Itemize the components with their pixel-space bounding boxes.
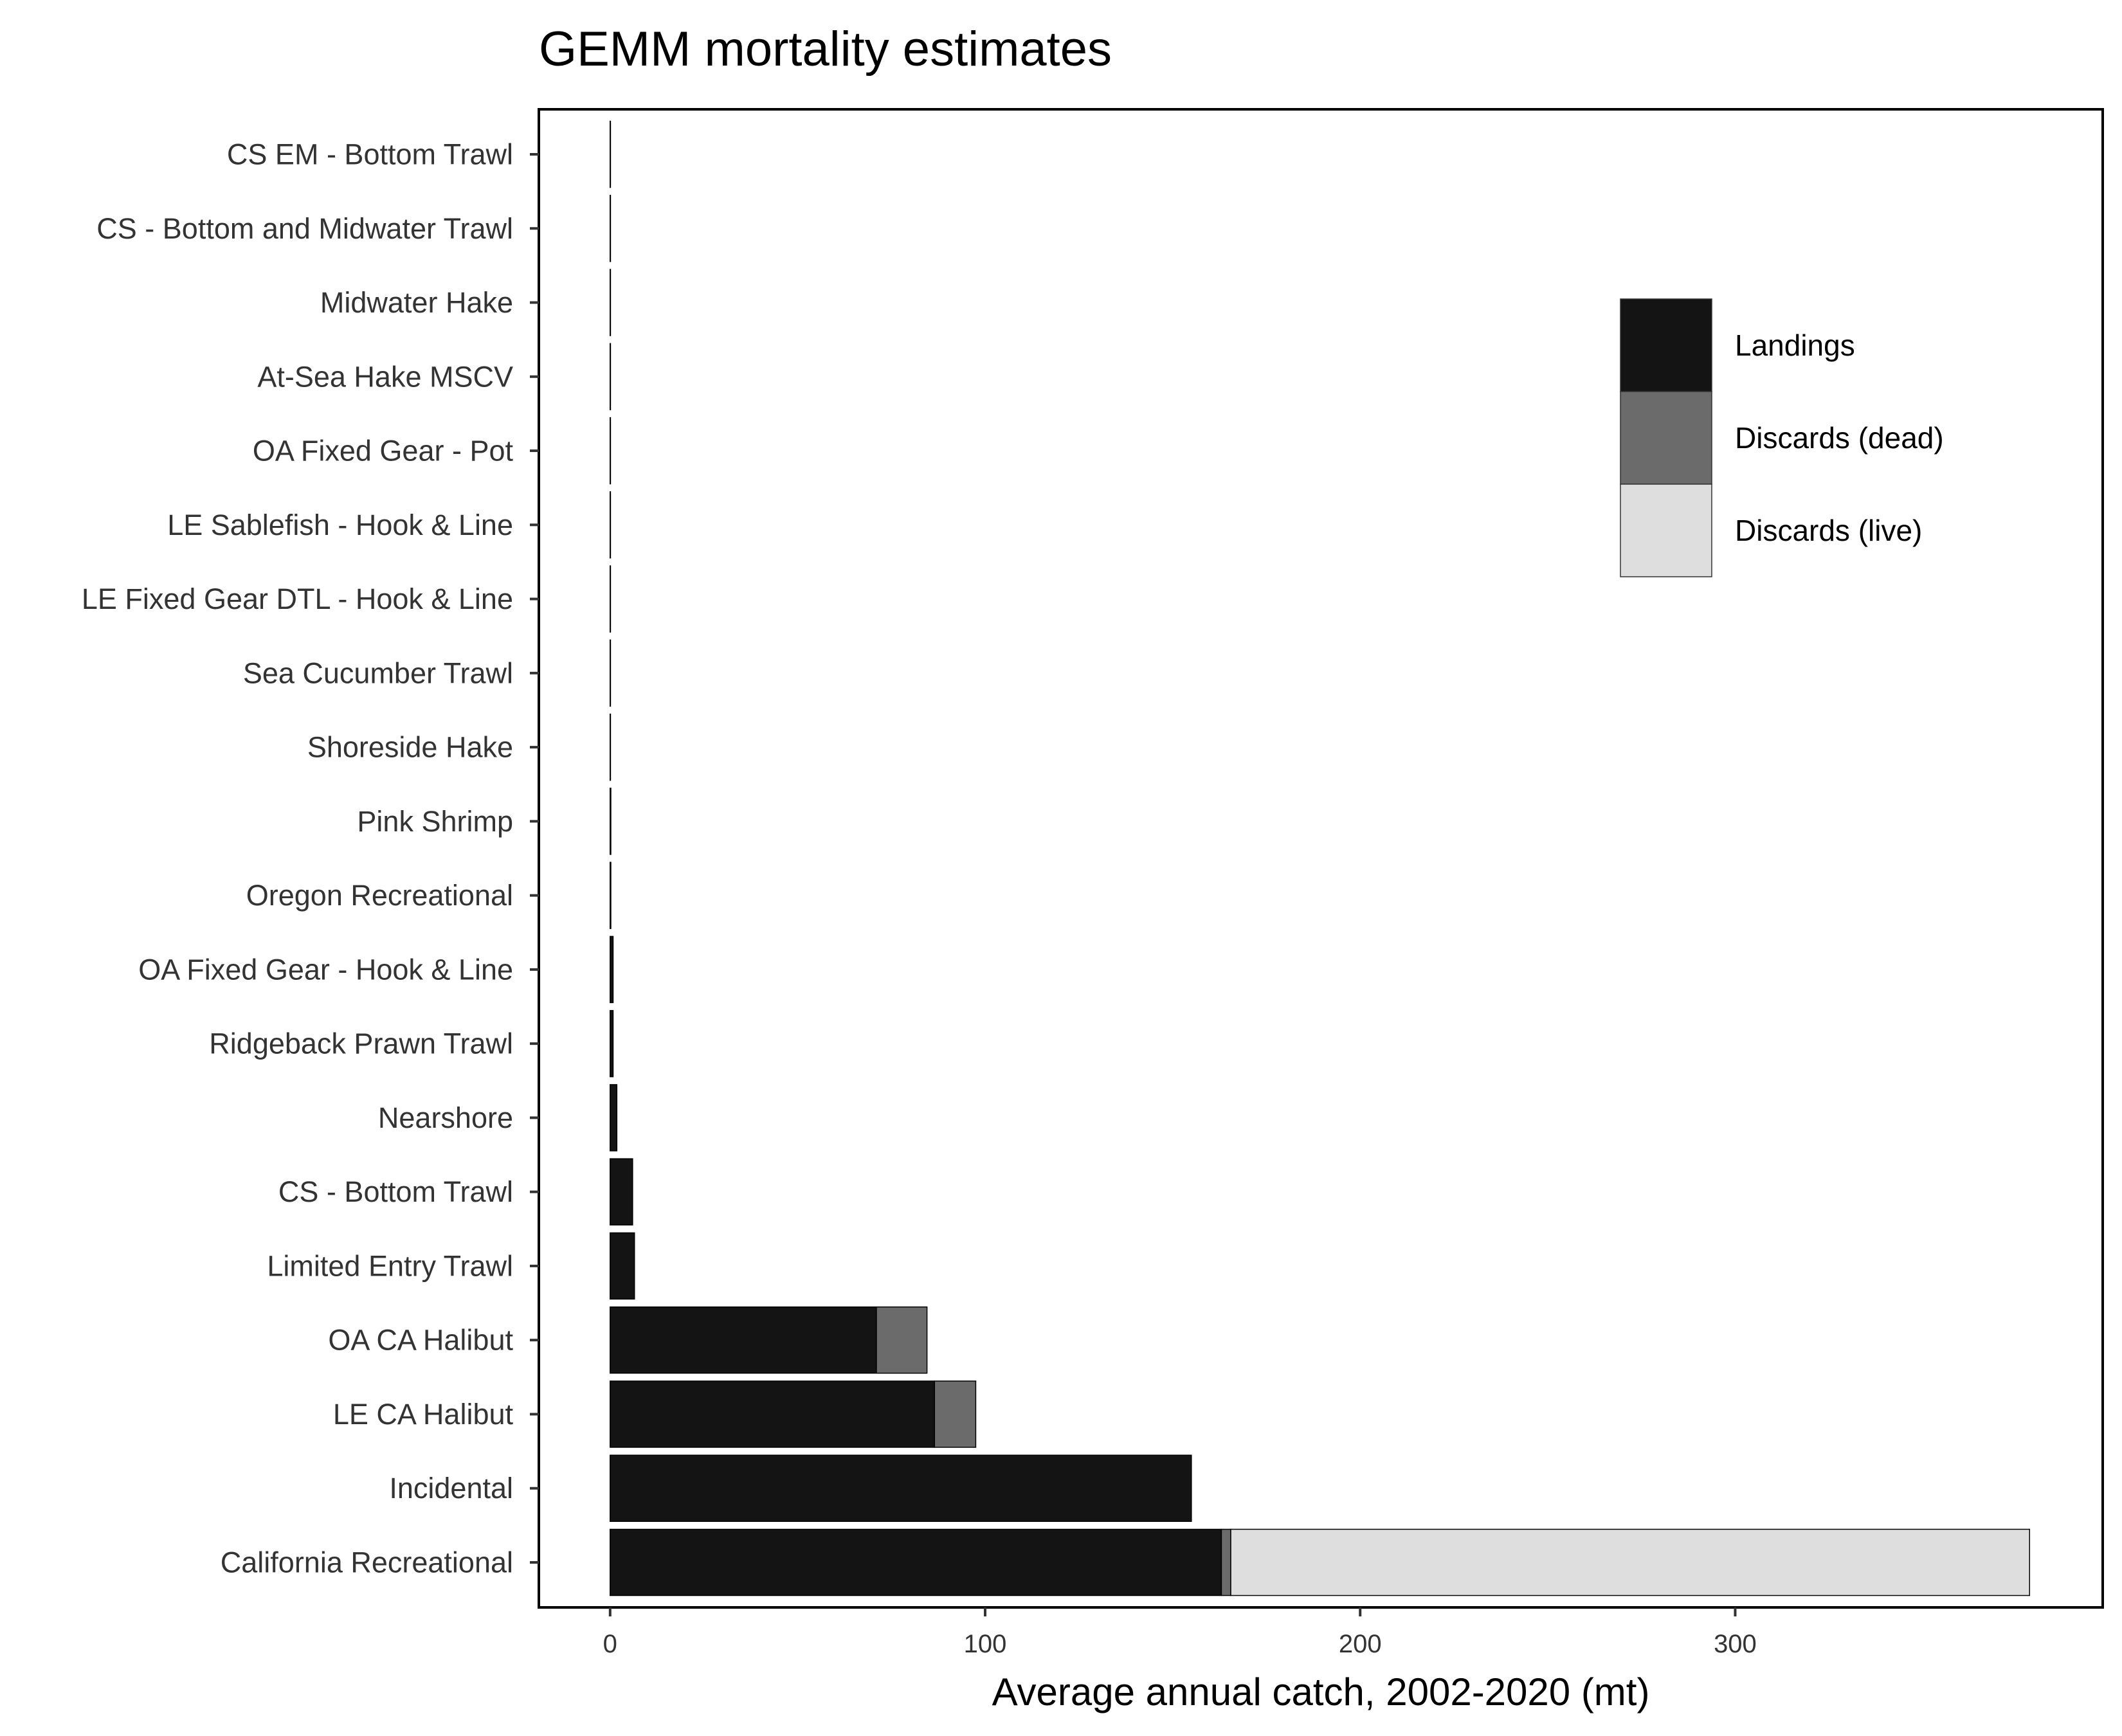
y-axis: CS EM - Bottom Trawl CS - Bottom and Midw… (82, 138, 539, 1578)
legend: Landings Discards (dead) Discards (live) (1620, 298, 1944, 577)
bar-discards-dead-16 (876, 1306, 928, 1374)
y-tick-label: At-Sea Hake MSCV (257, 360, 513, 393)
bar-discards-live-19 (1230, 1528, 2031, 1596)
bar-landings-11 (610, 936, 614, 1004)
bar-landings-3 (610, 343, 612, 411)
x-tick-label: 0 (603, 1630, 617, 1658)
chart-title: GEMM mortality estimates (539, 22, 1112, 77)
y-tick-label: Nearshore (378, 1101, 513, 1134)
bar-landings-4 (610, 417, 612, 485)
bar-discards-dead-17 (934, 1380, 977, 1448)
bar-landings-12 (610, 1009, 614, 1078)
x-tick-label: 200 (1339, 1630, 1382, 1658)
bar-landings-9 (610, 788, 612, 855)
legend-swatch-discards-dead (1620, 391, 1712, 485)
bar-landings-2 (610, 269, 612, 336)
y-tick-label: CS - Bottom Trawl (278, 1175, 513, 1208)
y-tick-label: LE Fixed Gear DTL - Hook & Line (82, 583, 513, 615)
y-tick-label: OA Fixed Gear - Hook & Line (138, 953, 513, 986)
y-tick-label: LE Sablefish - Hook & Line (167, 509, 513, 541)
y-tick-label: Limited Entry Trawl (267, 1249, 513, 1282)
bar-landings-7 (610, 639, 612, 707)
y-tick-label: Ridgeback Prawn Trawl (209, 1027, 513, 1060)
x-tick-label: 300 (1714, 1630, 1757, 1658)
bar-landings-16 (610, 1306, 877, 1374)
bar-landings-14 (610, 1158, 633, 1225)
y-tick-label: California Recreational (221, 1546, 513, 1578)
legend-label: Discards (live) (1735, 514, 1922, 547)
bar-landings-19 (610, 1528, 1222, 1596)
y-tick-label: LE CA Halibut (333, 1398, 514, 1431)
y-tick-label: Shoreside Hake (307, 731, 513, 764)
plot-frame (538, 108, 2104, 1609)
y-tick-label: CS EM - Bottom Trawl (227, 138, 513, 171)
y-tick-label: Pink Shrimp (357, 805, 513, 838)
x-axis-title: Average annual catch, 2002-2020 (mt) (992, 1670, 1650, 1713)
legend-label: Landings (1735, 329, 1855, 362)
y-tick-label: Sea Cucumber Trawl (243, 656, 513, 689)
y-tick-label: Oregon Recreational (246, 879, 513, 912)
x-axis: 0 100 200 300 (603, 1607, 1757, 1658)
bar-landings-0 (610, 120, 612, 188)
x-tick-label: 100 (964, 1630, 1007, 1658)
legend-swatch-landings (1620, 298, 1712, 392)
y-tick-label: Incidental (389, 1472, 513, 1505)
legend-swatch-discards-live (1620, 484, 1712, 577)
bar-landings-1 (610, 195, 612, 262)
bar-landings-5 (610, 491, 612, 559)
bar-landings-8 (610, 713, 612, 781)
bar-landings-15 (610, 1232, 635, 1300)
y-tick-label: CS - Bottom and Midwater Trawl (96, 212, 513, 245)
bar-landings-17 (610, 1380, 936, 1448)
bar-landings-6 (610, 565, 612, 633)
bar-landings-13 (610, 1084, 618, 1152)
y-tick-label: Midwater Hake (320, 286, 513, 319)
bar-landings-10 (610, 862, 612, 929)
bar-discards-dead-19 (1220, 1528, 1231, 1596)
bars-layer (610, 120, 2031, 1596)
y-tick-label: OA CA Halibut (328, 1324, 513, 1357)
bar-landings-18 (610, 1454, 1192, 1522)
y-tick-label: OA Fixed Gear - Pot (253, 435, 514, 467)
legend-label: Discards (dead) (1735, 421, 1944, 455)
